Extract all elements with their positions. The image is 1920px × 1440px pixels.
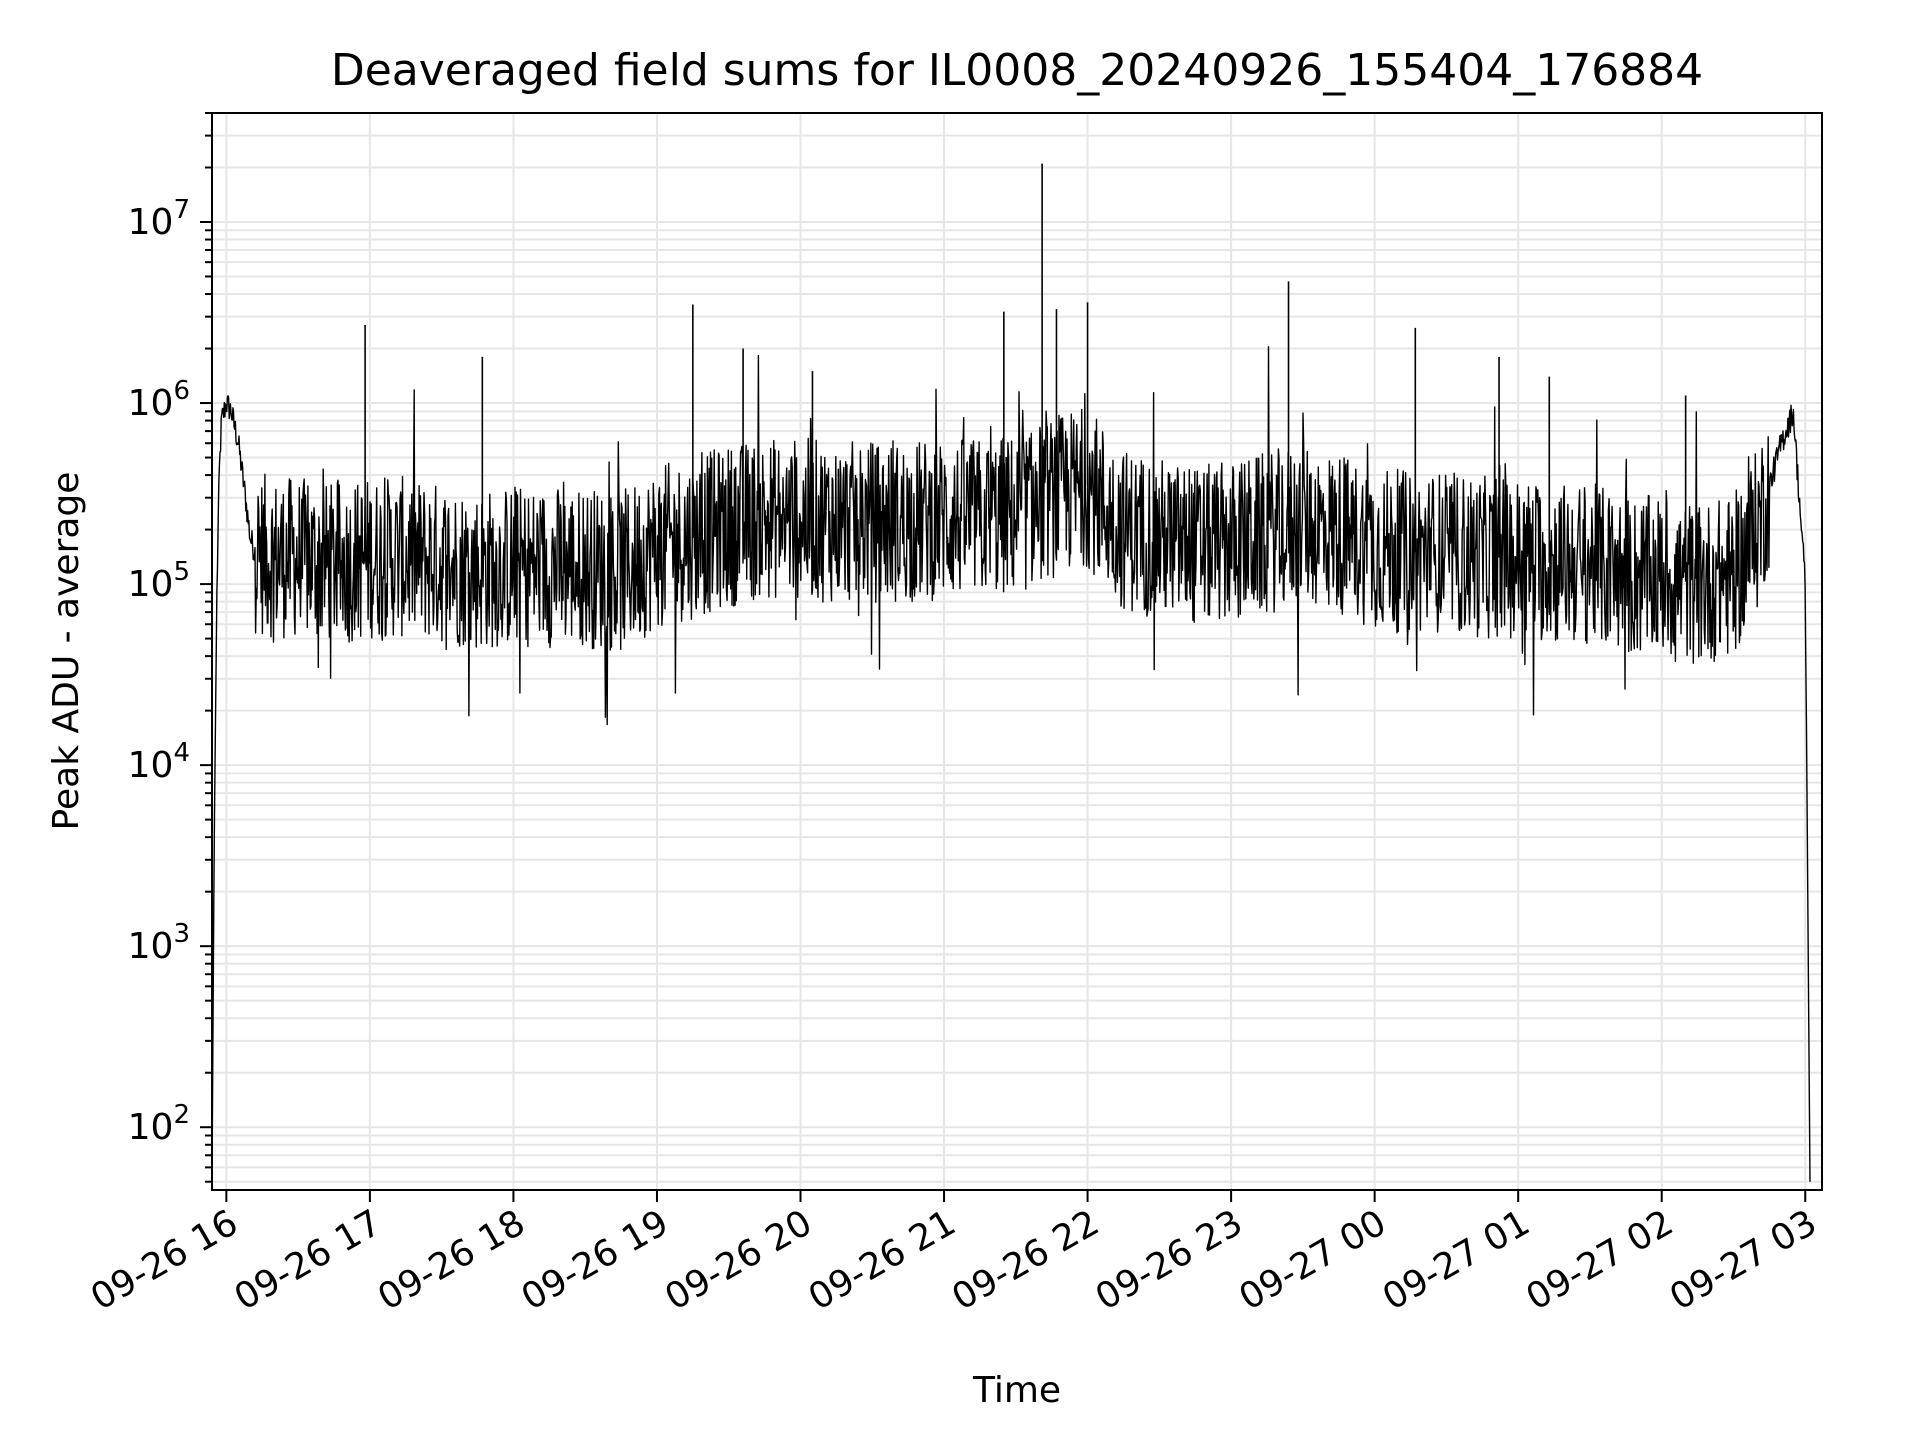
y-tick-label: 105 (128, 557, 190, 605)
series-line (211, 346, 1811, 1182)
y-tick-label: 103 (128, 919, 190, 967)
y-axis-label: Peak ADU - average (46, 472, 87, 831)
y-tick-label: 107 (128, 195, 190, 243)
y-tick-label: 104 (128, 738, 190, 786)
plot-frame (211, 112, 1823, 1191)
y-tick-label: 102 (128, 1100, 190, 1148)
series-group (211, 163, 1811, 1182)
x-axis-label: Time (972, 1370, 1061, 1411)
y-tick-label: 106 (128, 376, 190, 424)
chart-title: Deaveraged field sums for IL0008_2024092… (331, 45, 1703, 96)
